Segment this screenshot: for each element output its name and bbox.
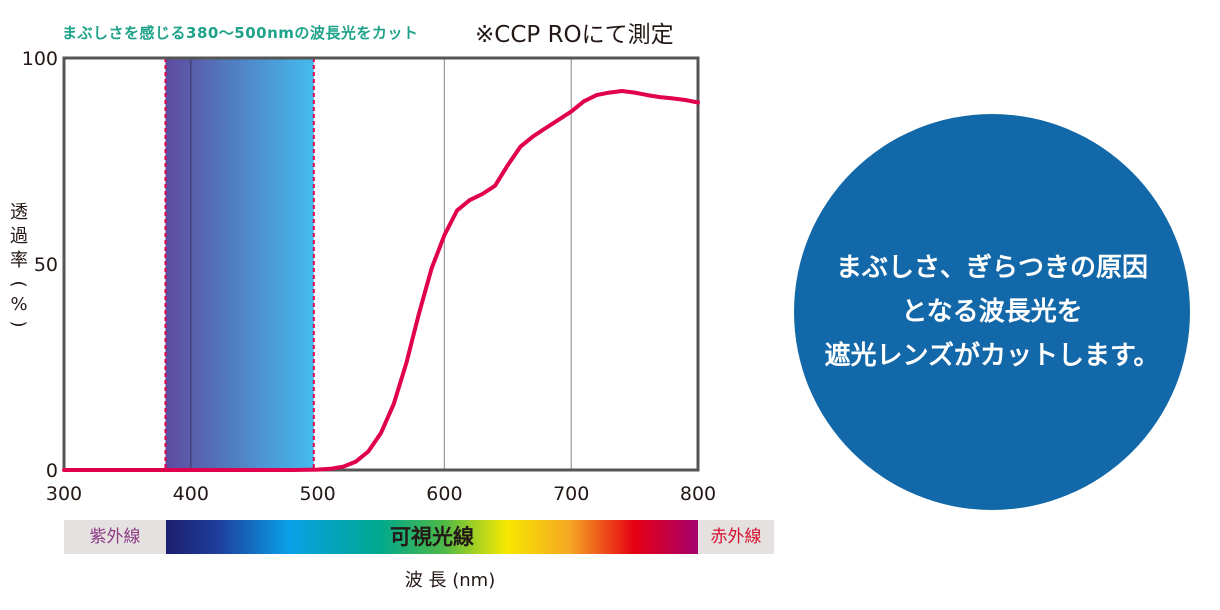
svg-text:率: 率 xyxy=(10,250,28,271)
x-axis-label: 波 長 (nm) xyxy=(404,570,496,591)
callout-line-2: となる波長光を xyxy=(901,297,1083,327)
visible-light-label: 可視光線 xyxy=(390,525,474,549)
chart-subtitle: まぶしさを感じる380～500nmの波長光をカット xyxy=(62,24,419,42)
svg-text:): ) xyxy=(8,320,29,327)
x-tick-label: 700 xyxy=(553,483,589,505)
x-tick-label: 300 xyxy=(46,483,82,505)
ir-label: 赤外線 xyxy=(698,520,774,554)
x-tick-label: 400 xyxy=(173,483,209,505)
uv-label: 紫外線 xyxy=(64,520,166,554)
plot-frame xyxy=(62,56,700,472)
measurement-note: ※CCP ROにて測定 xyxy=(475,22,674,48)
y-tick-label: 0 xyxy=(46,460,58,482)
spectrum-bar: 紫外線 可視光線 赤外線 xyxy=(64,520,774,554)
svg-text:(: ( xyxy=(8,280,29,287)
transmittance-line xyxy=(62,89,700,472)
x-tick-label: 800 xyxy=(680,483,716,505)
svg-text:%: % xyxy=(10,294,27,315)
callout-line-1: まぶしさ、ぎらつきの原因 xyxy=(835,253,1148,283)
visible-light-band: 可視光線 xyxy=(166,520,698,554)
cut-band xyxy=(165,58,314,470)
y-tick-label: 100 xyxy=(22,48,58,70)
svg-text:透: 透 xyxy=(10,202,28,223)
y-axis-label: 透過率 (%) xyxy=(8,202,29,328)
x-tick-label: 500 xyxy=(299,483,335,505)
x-tick-label: 600 xyxy=(426,483,462,505)
y-tick-label: 50 xyxy=(34,254,58,276)
callout-circle: まぶしさ、ぎらつきの原因 となる波長光を 遮光レンズがカットします。 xyxy=(794,114,1190,510)
callout-line-3: 遮光レンズがカットします。 xyxy=(824,341,1160,371)
svg-text:過: 過 xyxy=(10,226,28,247)
